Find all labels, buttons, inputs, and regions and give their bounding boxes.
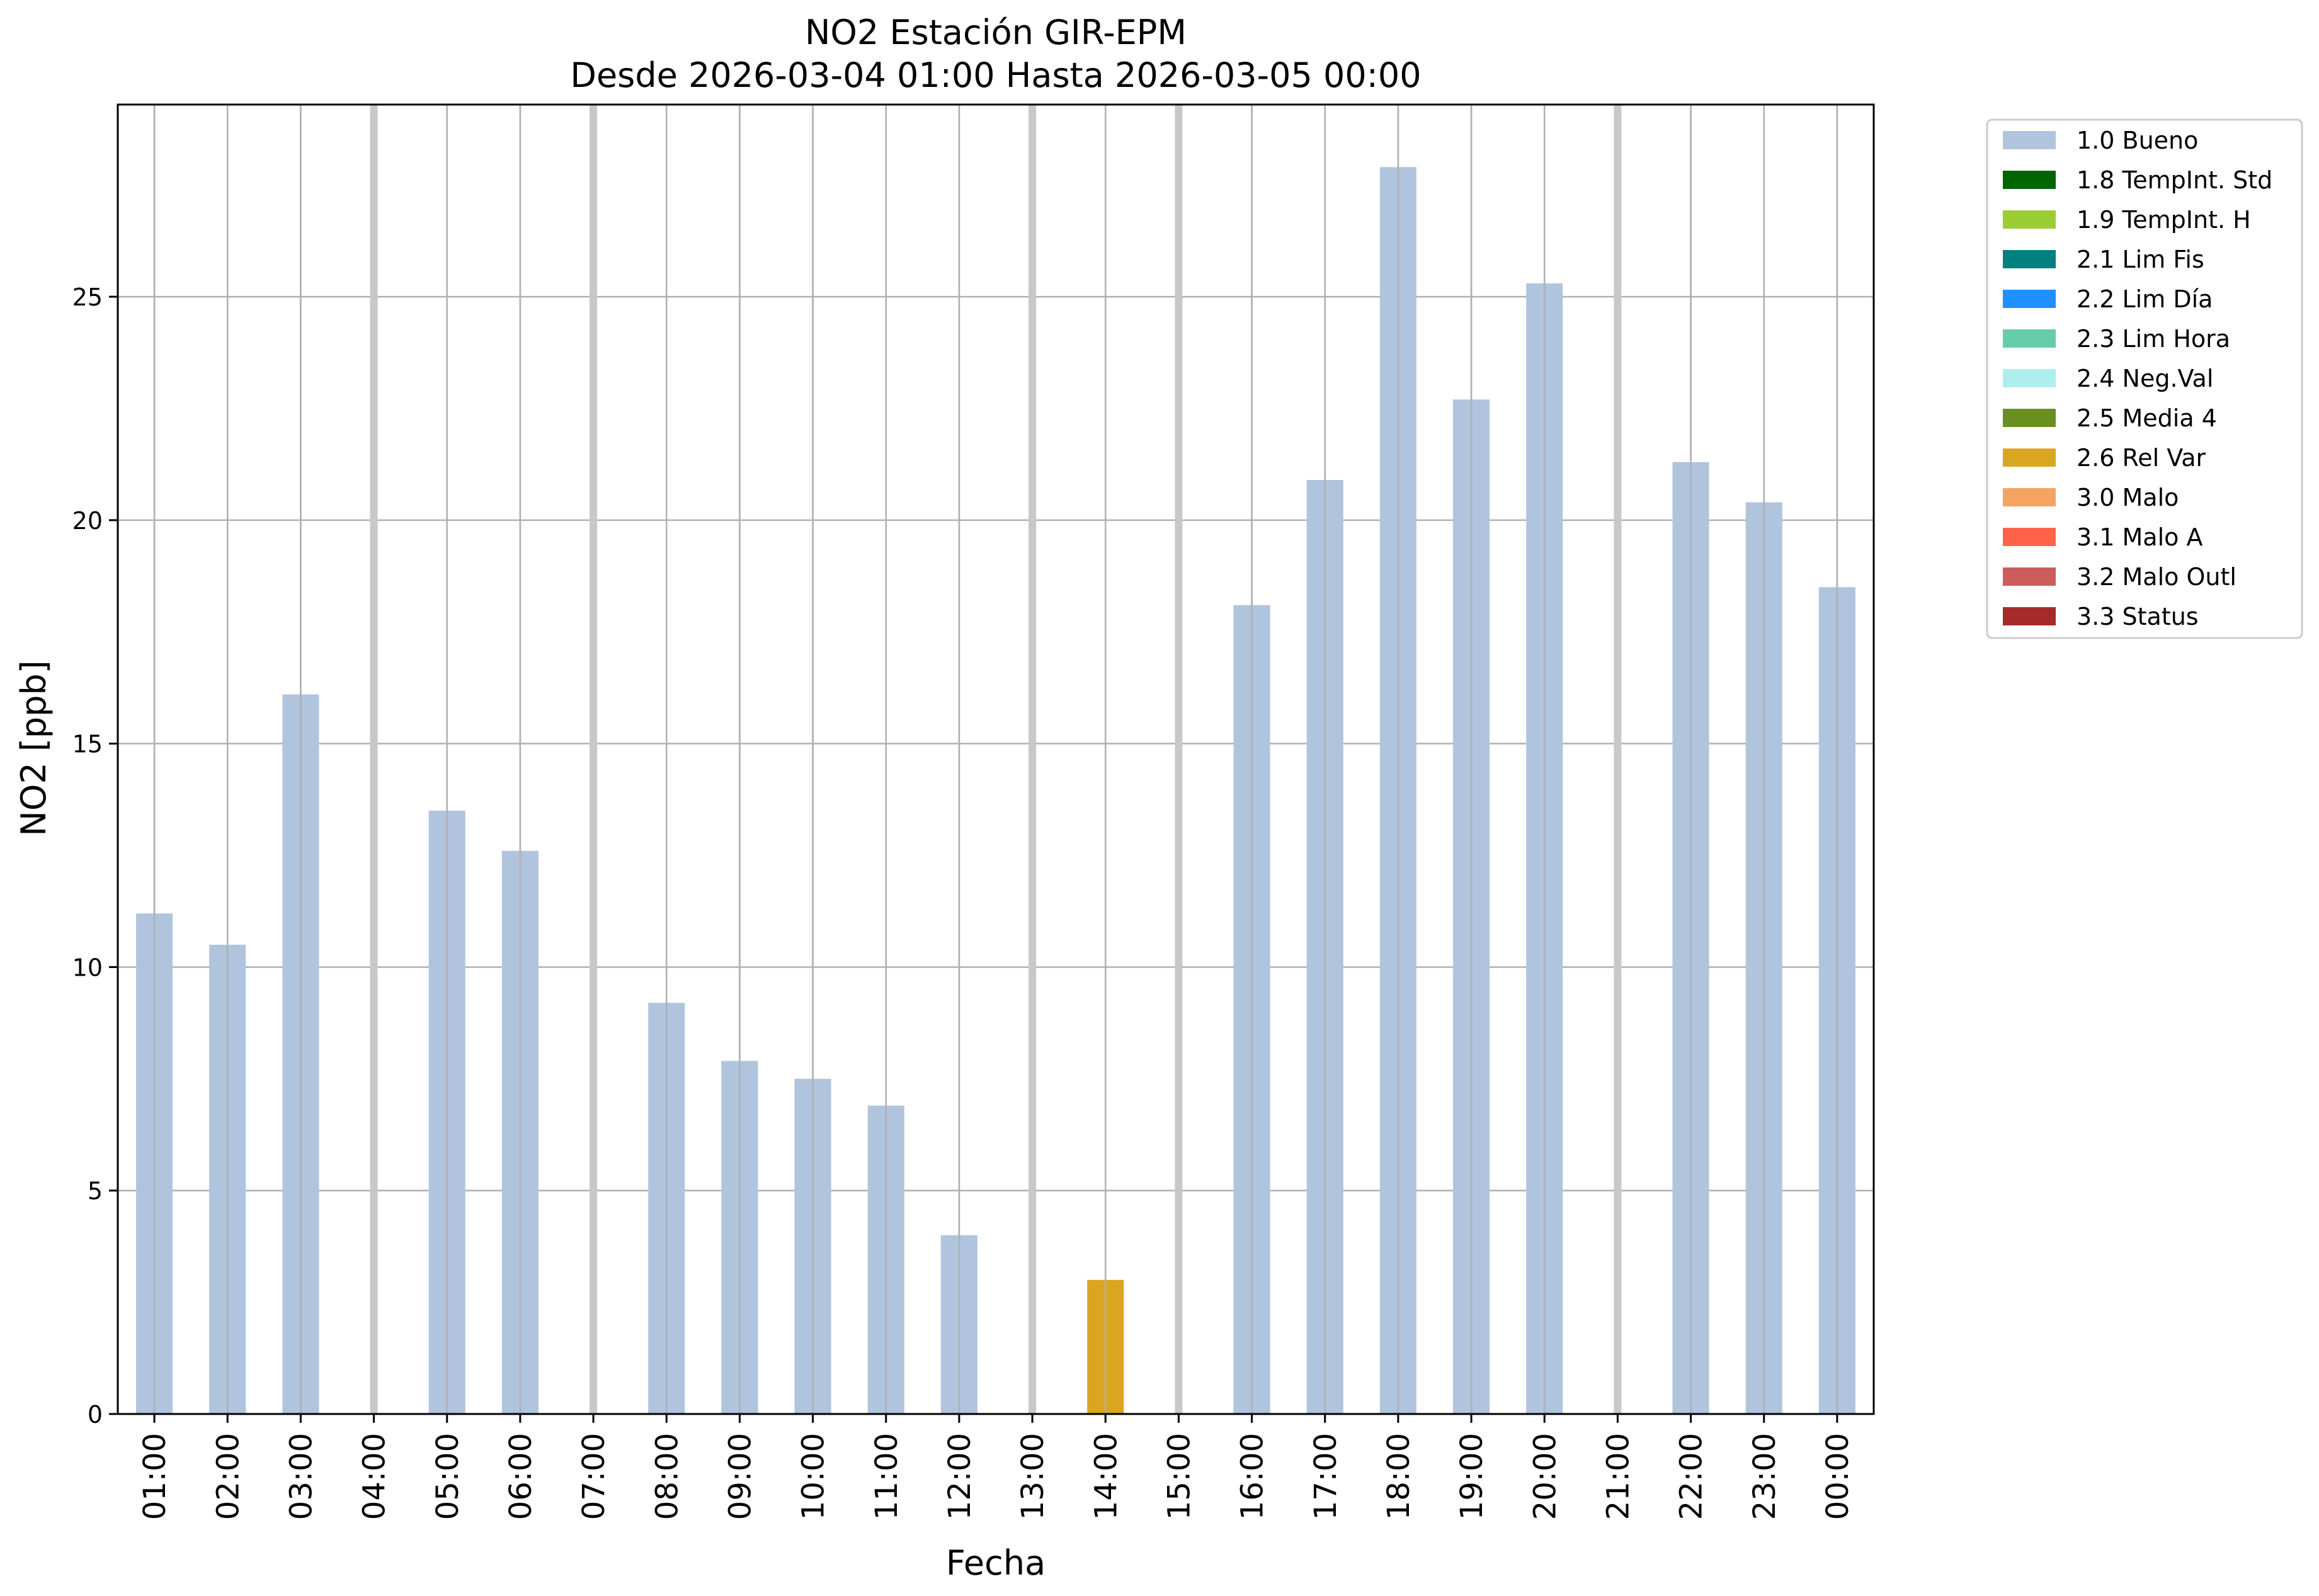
y-axis-ticks: 0 5 10 15 20 25 [72, 283, 118, 1428]
x-tick-label: 16:00 [1235, 1433, 1270, 1520]
x-tick-label: 03:00 [283, 1433, 319, 1520]
x-tick-label: 15:00 [1161, 1433, 1197, 1520]
y-axis-label: NO2 [ppb] [14, 660, 54, 836]
legend-label: 3.3 Status [2077, 603, 2199, 630]
x-axis-label: Fecha [946, 1543, 1046, 1583]
x-tick-label: 11:00 [869, 1433, 904, 1520]
x-tick-label: 13:00 [1015, 1433, 1051, 1520]
missing-data-marker [1175, 105, 1183, 1414]
legend-swatch-1-0 [2003, 131, 2056, 149]
legend-swatch-3-3 [2003, 607, 2056, 625]
legend-label: 2.5 Media 4 [2077, 404, 2217, 432]
x-tick-label: 12:00 [942, 1433, 977, 1520]
x-tick-label: 00:00 [1820, 1433, 1855, 1520]
missing-data-marker [1028, 105, 1037, 1414]
legend-label: 3.1 Malo A [2077, 523, 2202, 551]
x-tick-label: 04:00 [357, 1433, 392, 1520]
bars [136, 105, 1855, 1415]
legend-label: 2.3 Lim Hora [2077, 325, 2230, 353]
y-tick-label: 20 [72, 507, 103, 535]
legend-label: 1.0 Bueno [2077, 127, 2198, 154]
x-tick-label: 07:00 [576, 1433, 612, 1520]
x-tick-label: 05:00 [430, 1433, 465, 1520]
legend-swatch-3-2 [2003, 567, 2056, 586]
legend-label: 2.6 Rel Var [2077, 444, 2206, 472]
legend: 1.0 Bueno 1.8 TempInt. Std 1.9 TempInt. H 2… [1986, 118, 2303, 639]
legend-swatch-2-1 [2003, 250, 2056, 268]
y-tick-label: 25 [72, 283, 103, 311]
x-tick-label: 21:00 [1600, 1433, 1636, 1520]
x-axis-ticks: 01:00 02:00 03:00 04:00 05:00 06:00 07:00 08:00… [137, 1414, 1855, 1520]
x-tick-label: 19:00 [1454, 1433, 1490, 1520]
legend-swatch-1-8 [2003, 171, 2056, 189]
x-tick-label: 14:00 [1088, 1433, 1124, 1520]
legend-label: 2.1 Lim Fis [2077, 246, 2204, 273]
legend-swatch-2-5 [2003, 409, 2056, 427]
y-tick-label: 5 [88, 1177, 103, 1205]
y-tick-label: 0 [88, 1401, 103, 1428]
chart-title: NO2 Estación GIR-EPM [805, 13, 1187, 52]
x-tick-label: 17:00 [1308, 1433, 1343, 1520]
x-tick-label: 10:00 [796, 1433, 831, 1520]
x-tick-label: 22:00 [1674, 1433, 1709, 1520]
legend-label: 3.0 Malo [2077, 484, 2179, 511]
legend-label: 1.8 TempInt. Std [2077, 166, 2272, 194]
missing-data-marker [590, 105, 598, 1414]
legend-label: 1.9 TempInt. H [2077, 206, 2251, 234]
x-tick-label: 08:00 [649, 1433, 685, 1520]
x-tick-label: 06:00 [503, 1433, 538, 1520]
legend-swatch-1-9 [2003, 210, 2056, 229]
legend-frame [1986, 118, 2303, 639]
legend-label: 2.2 Lim Día [2077, 285, 2213, 313]
x-tick-label: 18:00 [1381, 1433, 1416, 1520]
legend-swatch-3-0 [2003, 488, 2056, 506]
chart-subtitle: Desde 2026-03-04 01:00 Hasta 2026-03-05 … [570, 55, 1421, 95]
y-tick-label: 15 [72, 731, 103, 758]
y-tick-label: 10 [72, 954, 103, 981]
legend-swatch-2-3 [2003, 329, 2056, 348]
x-tick-label: 01:00 [137, 1433, 173, 1520]
legend-swatch-2-2 [2003, 290, 2056, 308]
legend-label: 3.2 Malo Outl [2077, 563, 2236, 591]
plot-frame [117, 103, 1875, 1415]
legend-label: 2.4 Neg.Val [2077, 365, 2213, 392]
missing-data-marker [370, 105, 378, 1414]
x-tick-label: 09:00 [722, 1433, 758, 1520]
legend-swatch-3-1 [2003, 528, 2056, 546]
legend-swatch-2-4 [2003, 369, 2056, 387]
legend-swatch-2-6 [2003, 448, 2056, 467]
gridlines [118, 105, 1874, 1415]
x-tick-label: 23:00 [1747, 1433, 1782, 1520]
x-tick-label: 20:00 [1527, 1433, 1563, 1520]
missing-data-marker [1614, 105, 1622, 1414]
x-tick-label: 02:00 [210, 1433, 246, 1520]
